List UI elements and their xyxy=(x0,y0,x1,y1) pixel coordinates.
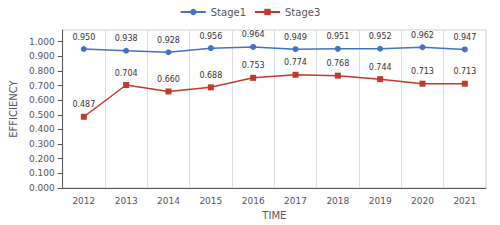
svg-text:2013: 2013 xyxy=(115,196,138,206)
svg-text:0.800: 0.800 xyxy=(29,66,55,76)
svg-text:0.660: 0.660 xyxy=(157,75,180,84)
svg-text:2019: 2019 xyxy=(369,196,392,206)
svg-text:0.949: 0.949 xyxy=(284,33,307,42)
svg-text:0.774: 0.774 xyxy=(284,58,307,67)
svg-text:0.900: 0.900 xyxy=(29,51,55,61)
svg-text:0.744: 0.744 xyxy=(369,63,392,72)
svg-text:0.200: 0.200 xyxy=(29,154,55,164)
svg-text:2018: 2018 xyxy=(326,196,349,206)
svg-text:0.400: 0.400 xyxy=(29,124,55,134)
svg-text:0.000: 0.000 xyxy=(29,183,55,193)
svg-text:EFFICIENCY: EFFICIENCY xyxy=(8,79,19,137)
svg-text:0.688: 0.688 xyxy=(199,71,222,80)
svg-text:0.951: 0.951 xyxy=(326,32,349,41)
svg-text:0.487: 0.487 xyxy=(72,100,95,109)
svg-text:0.952: 0.952 xyxy=(369,32,392,41)
svg-text:2012: 2012 xyxy=(72,196,95,206)
svg-text:0.500: 0.500 xyxy=(29,110,55,120)
svg-text:Stage1: Stage1 xyxy=(211,7,246,18)
svg-text:0.947: 0.947 xyxy=(453,33,476,42)
svg-text:0.600: 0.600 xyxy=(29,95,55,105)
svg-text:0.100: 0.100 xyxy=(29,168,55,178)
svg-text:2017: 2017 xyxy=(284,196,307,206)
svg-text:0.964: 0.964 xyxy=(242,30,265,39)
svg-text:0.700: 0.700 xyxy=(29,81,55,91)
svg-text:2021: 2021 xyxy=(453,196,476,206)
svg-text:2020: 2020 xyxy=(411,196,434,206)
svg-text:0.938: 0.938 xyxy=(115,34,138,43)
svg-text:0.300: 0.300 xyxy=(29,139,55,149)
svg-text:0.704: 0.704 xyxy=(115,69,138,78)
svg-text:0.713: 0.713 xyxy=(453,67,476,76)
svg-text:Stage3: Stage3 xyxy=(285,7,320,18)
svg-text:0.768: 0.768 xyxy=(326,59,349,68)
svg-text:0.753: 0.753 xyxy=(242,61,265,70)
svg-text:2015: 2015 xyxy=(199,196,222,206)
svg-text:2016: 2016 xyxy=(242,196,265,206)
svg-text:0.713: 0.713 xyxy=(411,67,434,76)
svg-text:0.928: 0.928 xyxy=(157,36,180,45)
svg-text:0.950: 0.950 xyxy=(72,33,95,42)
svg-text:TIME: TIME xyxy=(261,210,286,221)
svg-text:1.000: 1.000 xyxy=(29,37,55,47)
svg-text:2014: 2014 xyxy=(157,196,180,206)
svg-text:0.956: 0.956 xyxy=(199,32,222,41)
svg-text:0.962: 0.962 xyxy=(411,31,434,40)
